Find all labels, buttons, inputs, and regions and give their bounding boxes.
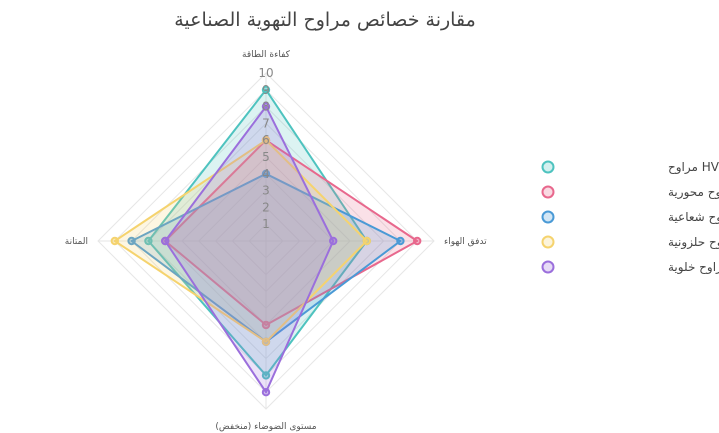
series-5 xyxy=(161,102,338,397)
legend-item[interactable]: مراوح حلزونية xyxy=(541,235,719,250)
tick-label: 7 xyxy=(262,116,270,130)
series-area xyxy=(147,88,368,377)
tick-label: 6 xyxy=(262,133,270,147)
series-area xyxy=(164,105,335,394)
legend-marker xyxy=(541,235,555,249)
data-point xyxy=(144,236,153,246)
legend-label: مراوح حلزونية xyxy=(668,235,719,250)
legend-marker xyxy=(541,160,555,174)
tick-label: 3 xyxy=(262,184,270,198)
legend-item[interactable]: مراوح محورية xyxy=(541,185,719,200)
axis-label: مستوى الضوضاء (منخفض) xyxy=(215,422,316,432)
legend-item[interactable]: مراوح شعاعية xyxy=(541,210,719,225)
chart-title: مقارنة خصائص مراوح التهوية الصناعية xyxy=(174,9,476,31)
data-point xyxy=(110,236,120,246)
axis-label: كفاءة الطاقة xyxy=(242,50,291,60)
data-point xyxy=(161,236,170,246)
data-point xyxy=(261,136,271,145)
legend-label: المروحية HVLS مراوح xyxy=(668,160,719,175)
data-point xyxy=(261,102,271,111)
data-point xyxy=(413,236,422,246)
tick-label: 8 xyxy=(262,100,270,114)
tick-label: 9 xyxy=(262,83,270,97)
legend-marker xyxy=(541,210,555,224)
tick-label: 2 xyxy=(262,200,270,214)
data-point xyxy=(261,371,271,380)
data-point xyxy=(362,236,371,246)
tick-label: 1 xyxy=(262,217,270,231)
legend-label: مراوح شعاعية xyxy=(668,210,719,225)
series-4 xyxy=(110,136,371,346)
legend: المروحية HVLS مراوح مراوح محورية مراوح شعا… xyxy=(541,160,719,275)
data-point xyxy=(261,388,271,397)
series-area xyxy=(113,139,368,343)
tick-label: 10 xyxy=(258,66,273,80)
data-point xyxy=(261,85,271,95)
legend-item[interactable]: مراوح خلوية xyxy=(541,260,719,275)
tick-label: 4 xyxy=(262,167,270,181)
legend-label: مراوح محورية xyxy=(668,185,719,200)
tick-label: 5 xyxy=(262,150,270,164)
axis-label: تدفق الهواء xyxy=(444,237,487,247)
data-point xyxy=(261,320,271,330)
data-point xyxy=(396,236,405,246)
data-point xyxy=(329,236,338,246)
legend-item[interactable]: المروحية HVLS مراوح xyxy=(541,160,719,175)
data-point xyxy=(261,337,271,346)
radial-ticks: 1 2 3 4 5 6 7 8 9 10 xyxy=(258,66,273,231)
radar-series xyxy=(110,85,422,397)
axis-label: المتانة xyxy=(65,237,88,247)
series-1 xyxy=(144,85,371,380)
legend-marker xyxy=(541,260,555,274)
legend-marker xyxy=(541,185,555,199)
axis-labels: كفاءة الطاقة تدفق الهواء مستوى الضوضاء (من… xyxy=(65,50,487,432)
data-point xyxy=(127,236,136,246)
data-point xyxy=(261,169,271,179)
legend-label: مراوح خلوية xyxy=(668,260,719,275)
